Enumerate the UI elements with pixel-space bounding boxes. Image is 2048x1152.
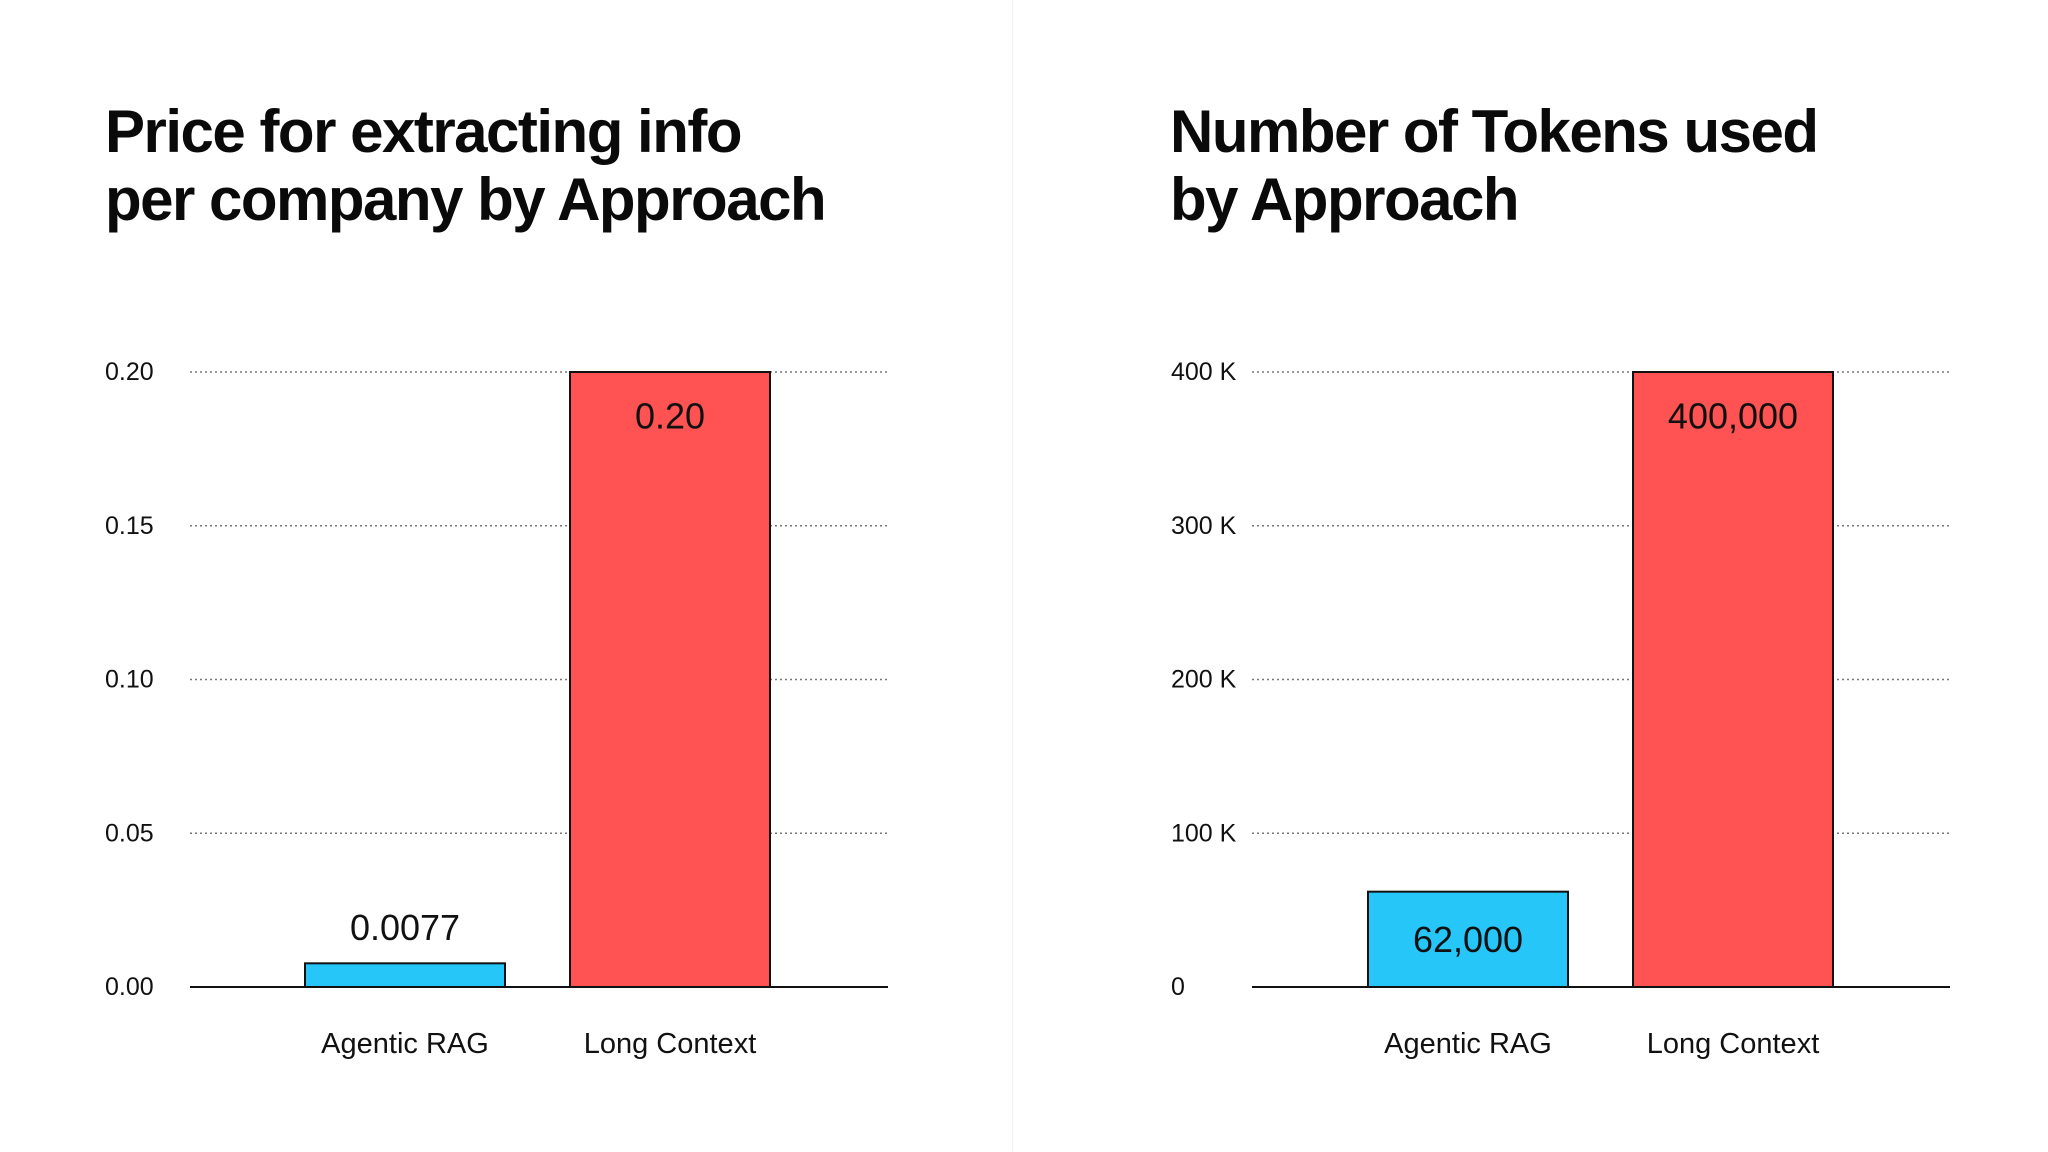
data-label: 400,000: [1668, 396, 1798, 437]
bar-agentic-rag: [304, 962, 506, 989]
bar-agentic-rag: [1367, 890, 1569, 988]
bar-long-context: [1632, 371, 1834, 988]
y-tick-label: 0: [1171, 973, 1185, 1001]
price-chart-panel: Price for extracting info per company by…: [105, 98, 888, 1060]
data-label: 0.20: [635, 396, 705, 437]
y-tick-label: 300 K: [1171, 512, 1237, 540]
y-tick-label: 200 K: [1171, 666, 1237, 694]
bar-long-context: [569, 371, 771, 988]
y-tick-label: 0.10: [105, 666, 154, 694]
y-tick-label: 100 K: [1171, 819, 1237, 847]
y-tick-label: 0.20: [105, 358, 154, 386]
data-label: 62,000: [1413, 919, 1523, 960]
tokens-chart-plot: 0 100 K 200 K 300 K 400 K 62,000 Agentic RAG 40…: [1171, 358, 1950, 1060]
chart-title: Price for extracting info per company by…: [105, 98, 827, 233]
data-label: 0.0077: [350, 907, 460, 948]
chart-title: Number of Tokens used by Approach: [1170, 98, 1819, 233]
y-tick-label: 0.05: [105, 819, 154, 847]
x-category-label: Long Context: [584, 1028, 757, 1060]
tokens-chart-panel: Number of Tokens used by Approach 0 100 K…: [1024, 0, 2048, 1152]
x-category-label: Agentic RAG: [321, 1028, 489, 1060]
y-tick-label: 0.00: [105, 973, 154, 1001]
y-tick-label: 400 K: [1171, 358, 1237, 386]
price-chart-plot: 0.00 0.05 0.10 0.15 0.20 0.0077 Agentic RAG 0.2…: [105, 358, 888, 1060]
x-category-label: Long Context: [1647, 1028, 1820, 1060]
x-category-label: Agentic RAG: [1384, 1028, 1552, 1060]
y-tick-label: 0.15: [105, 512, 154, 540]
panel-divider: [1012, 0, 1013, 1152]
